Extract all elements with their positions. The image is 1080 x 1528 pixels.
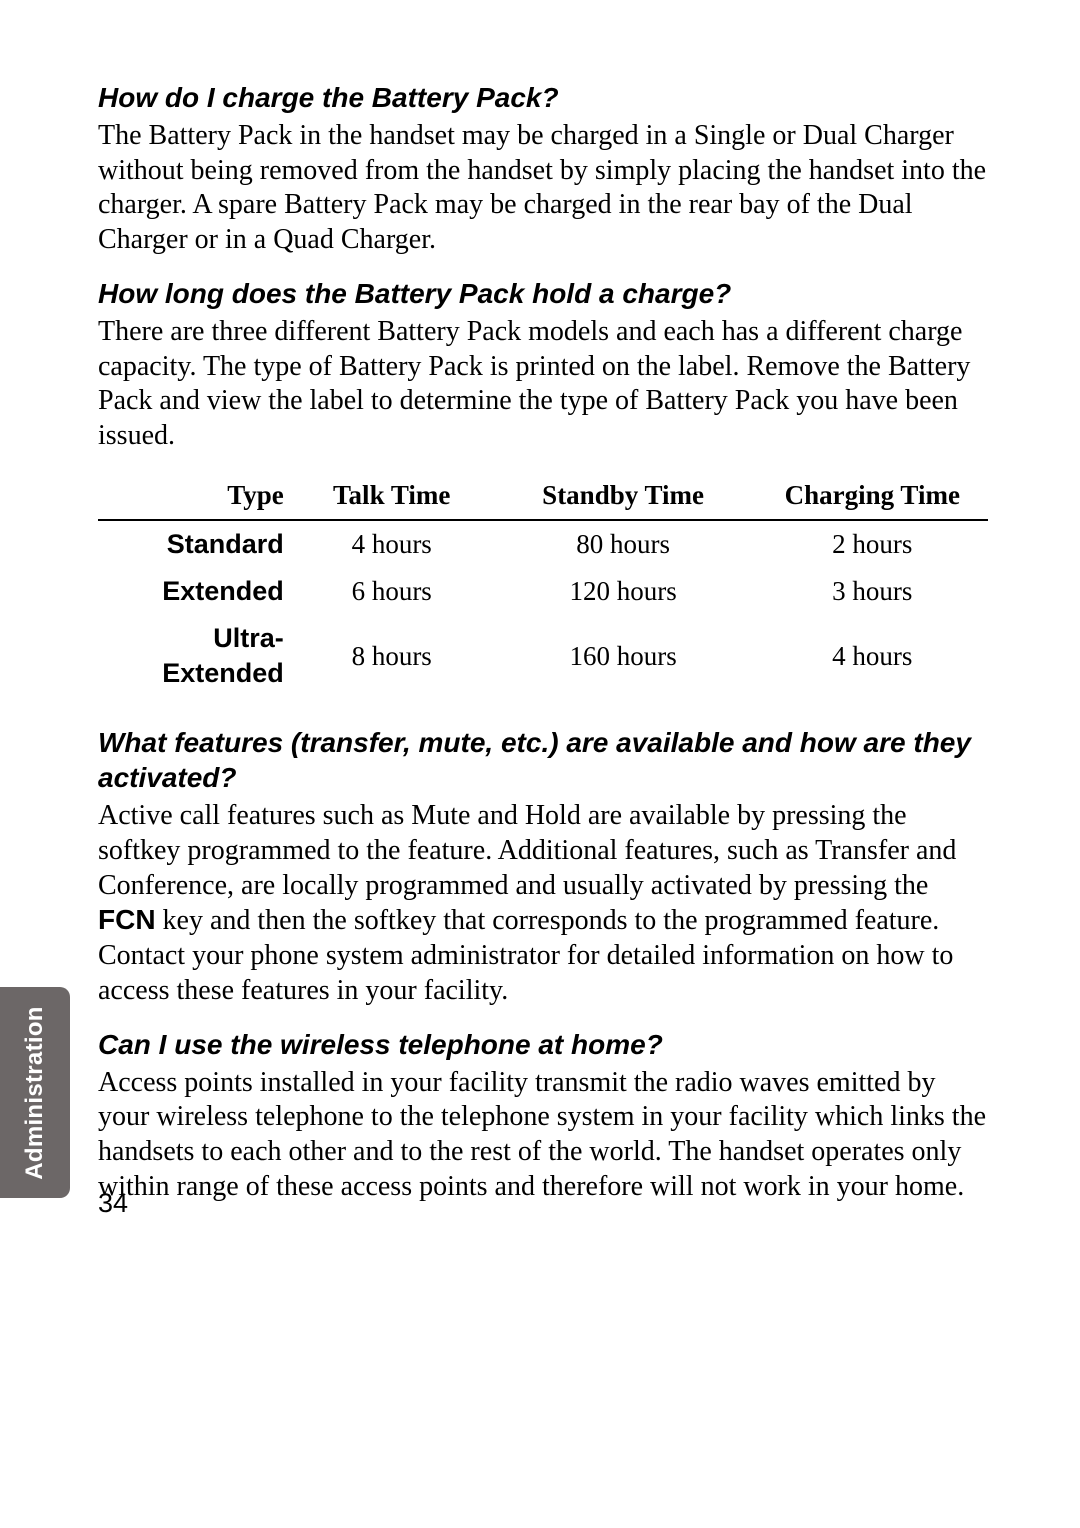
cell-talk: 6 hours [294,568,490,615]
q3-body-post: key and then the softkey that correspond… [98,905,953,1005]
battery-table: Type Talk Time Standby Time Charging Tim… [98,472,988,697]
col-talk-time: Talk Time [294,472,490,520]
cell-charging: 2 hours [757,520,988,568]
cell-type: Ultra-Extended [98,615,294,697]
page-number: 34 [98,1188,128,1219]
col-charging-time: Charging Time [757,472,988,520]
cell-standby: 120 hours [490,568,757,615]
q1-heading: How do I charge the Battery Pack? [98,80,988,115]
cell-standby: 160 hours [490,615,757,697]
q4-heading: Can I use the wireless telephone at home… [98,1027,988,1062]
cell-charging: 3 hours [757,568,988,615]
cell-talk: 4 hours [294,520,490,568]
q3-heading: What features (transfer, mute, etc.) are… [98,725,988,795]
col-standby-time: Standby Time [490,472,757,520]
cell-talk: 8 hours [294,615,490,697]
table-row: Standard 4 hours 80 hours 2 hours [98,520,988,568]
section-tab: Administration [0,987,70,1198]
fcn-key-label: FCN [98,904,156,935]
page-content: How do I charge the Battery Pack? The Ba… [98,80,988,1222]
q4-body: Access points installed in your facility… [98,1066,988,1205]
col-type: Type [98,472,294,520]
cell-type: Standard [98,520,294,568]
cell-charging: 4 hours [757,615,988,697]
q3-body: Active call features such as Mute and Ho… [98,799,988,1008]
table-row: Ultra-Extended 8 hours 160 hours 4 hours [98,615,988,697]
q1-body: The Battery Pack in the handset may be c… [98,119,988,258]
section-tab-label: Administration [21,1006,49,1180]
q2-body: There are three different Battery Pack m… [98,315,988,454]
cell-type: Extended [98,568,294,615]
q3-body-pre: Active call features such as Mute and Ho… [98,800,956,900]
q2-heading: How long does the Battery Pack hold a ch… [98,276,988,311]
table-row: Extended 6 hours 120 hours 3 hours [98,568,988,615]
cell-standby: 80 hours [490,520,757,568]
table-header-row: Type Talk Time Standby Time Charging Tim… [98,472,988,520]
